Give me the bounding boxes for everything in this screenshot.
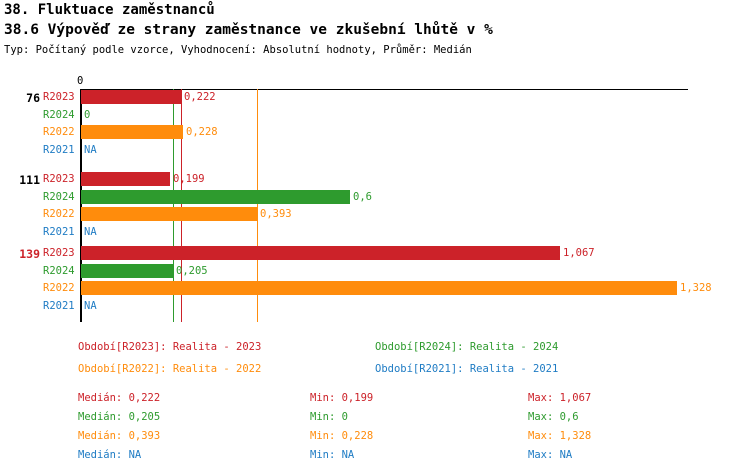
reference-line-r2024 [173, 89, 174, 322]
row-label-76-r2021: R2021 [43, 143, 75, 156]
legend-item-1[interactable]: Období[R2024]: Realita - 2024 [375, 341, 559, 353]
bar-139-r2024[interactable] [81, 263, 173, 278]
reference-line-r2023 [181, 89, 182, 322]
bar-value-76-r2024: 0 [84, 108, 91, 121]
row-label-139-r2024: R2024 [43, 264, 75, 277]
stat-median-0: Medián: 0,222 [78, 392, 161, 404]
stat-min-0: Min: 0,199 [310, 392, 374, 404]
stat-max-3: Max: NA [528, 449, 573, 461]
axis-zero-tick-label: 0 [77, 75, 84, 87]
bar-value-139-r2023: 1,067 [563, 247, 595, 259]
group-label-76: 76 [26, 91, 40, 105]
bar-value-139-r2024: 0,205 [176, 264, 208, 277]
row-label-76-r2023: R2023 [43, 91, 75, 103]
bar-value-76-r2023: 0,222 [184, 91, 216, 103]
page-title: 38. Fluktuace zaměstnanců [4, 2, 215, 18]
bar-value-111-r2024: 0,6 [353, 190, 372, 203]
bar-value-76-r2022: 0,228 [186, 126, 218, 138]
bar-value-76-r2021: NA [84, 143, 97, 156]
bar-139-r2022[interactable] [81, 281, 677, 295]
bar-value-111-r2021: NA [84, 225, 97, 238]
row-label-111-r2022: R2022 [43, 208, 75, 220]
bar-chart: 0 76 R2023 0,222 R2024 0 R2022 0,228 R2021 NA 111… [19, 75, 712, 322]
group-label-139: 139 [19, 247, 40, 261]
legend-item-3[interactable]: Období[R2021]: Realita - 2021 [375, 363, 559, 375]
row-label-111-r2023: R2023 [43, 173, 75, 185]
row-label-111-r2024: R2024 [43, 190, 75, 203]
chart-meta-line: Typ: Počítaný podle vzorce, Vyhodnocení:… [4, 44, 472, 56]
row-label-76-r2022: R2022 [43, 126, 75, 138]
stat-max-0: Max: 1,067 [528, 392, 592, 404]
bar-111-r2024[interactable] [81, 189, 350, 204]
bar-76-r2022[interactable] [81, 125, 183, 139]
bar-value-139-r2021: NA [84, 299, 97, 312]
legend-item-2[interactable]: Období[R2022]: Realita - 2022 [78, 363, 262, 375]
bar-value-139-r2022: 1,328 [680, 282, 712, 294]
stat-max-1: Max: 0,6 [528, 411, 579, 423]
row-label-76-r2024: R2024 [43, 108, 75, 121]
stat-min-2: Min: 0,228 [310, 430, 374, 442]
bar-value-111-r2023: 0,199 [173, 173, 205, 185]
row-label-111-r2021: R2021 [43, 225, 75, 238]
chart-title: 38.6 Výpověď ze strany zaměstnance ve zk… [4, 22, 493, 38]
bar-value-111-r2022: 0,393 [260, 208, 292, 220]
row-label-139-r2021: R2021 [43, 299, 75, 312]
legend-item-0[interactable]: Období[R2023]: Realita - 2023 [78, 341, 262, 353]
bar-76-r2023[interactable] [81, 90, 181, 104]
stat-min-3: Min: NA [310, 449, 355, 461]
group-label-111: 111 [19, 173, 40, 187]
bar-139-r2023[interactable] [81, 246, 560, 260]
stat-max-2: Max: 1,328 [528, 430, 592, 442]
zero-baseline [80, 89, 82, 322]
row-label-139-r2022: R2022 [43, 282, 75, 294]
reference-line-r2022 [257, 89, 258, 322]
stat-median-1: Medián: 0,205 [78, 411, 161, 423]
bar-111-r2023[interactable] [81, 172, 170, 186]
stat-median-2: Medián: 0,393 [78, 430, 161, 442]
row-label-139-r2023: R2023 [43, 247, 75, 259]
top-axis-line [81, 89, 688, 90]
stat-median-3: Medián: NA [78, 449, 142, 461]
stat-min-1: Min: 0 [310, 411, 348, 423]
bar-111-r2022[interactable] [81, 207, 257, 221]
